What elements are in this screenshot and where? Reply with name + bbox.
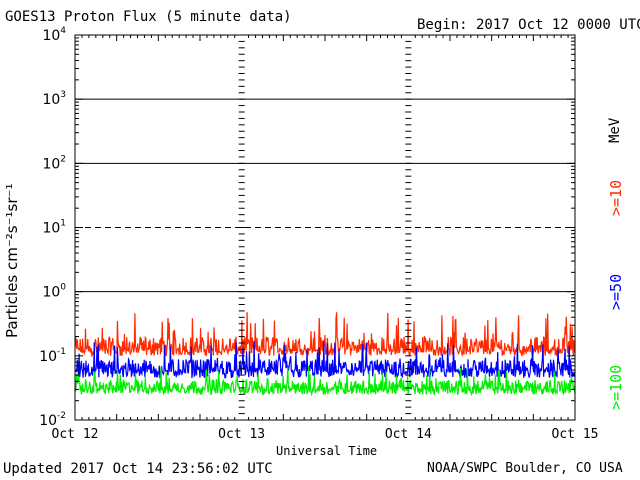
y-tick-label: 10-1 bbox=[39, 347, 66, 365]
y-tick-label: 104 bbox=[42, 26, 66, 44]
y-tick-label: 101 bbox=[42, 219, 66, 237]
legend-100mev: >=100 bbox=[607, 364, 625, 410]
unit-label: MeV bbox=[607, 117, 623, 143]
x-tick-label: Oct 12 bbox=[52, 427, 99, 442]
series-line-2 bbox=[74, 365, 576, 397]
updated-time: Updated 2017 Oct 14 23:56:02 UTC bbox=[3, 461, 273, 477]
y-tick-label: 10-2 bbox=[39, 411, 66, 429]
x-tick-label: Oct 15 bbox=[552, 427, 599, 442]
y-tick-label: 102 bbox=[42, 154, 66, 172]
legend-10mev: >=10 bbox=[607, 179, 625, 216]
begin-time: Begin: 2017 Oct 12 0000 UTC bbox=[417, 17, 640, 33]
legend-50mev: >=50 bbox=[607, 273, 625, 310]
y-tick-label: 103 bbox=[42, 90, 66, 108]
x-tick-label: Oct 13 bbox=[218, 427, 265, 442]
series-line-0 bbox=[74, 312, 576, 358]
x-axis-label: Universal Time bbox=[276, 444, 378, 458]
y-tick-label: 100 bbox=[42, 283, 66, 301]
series-line-1 bbox=[74, 341, 576, 380]
x-tick-label: Oct 14 bbox=[385, 427, 432, 442]
chart-title: GOES13 Proton Flux (5 minute data) bbox=[5, 9, 292, 25]
credit: NOAA/SWPC Boulder, CO USA bbox=[427, 461, 623, 476]
y-axis-label: Particles cm⁻²s⁻¹sr⁻¹ bbox=[3, 183, 21, 338]
